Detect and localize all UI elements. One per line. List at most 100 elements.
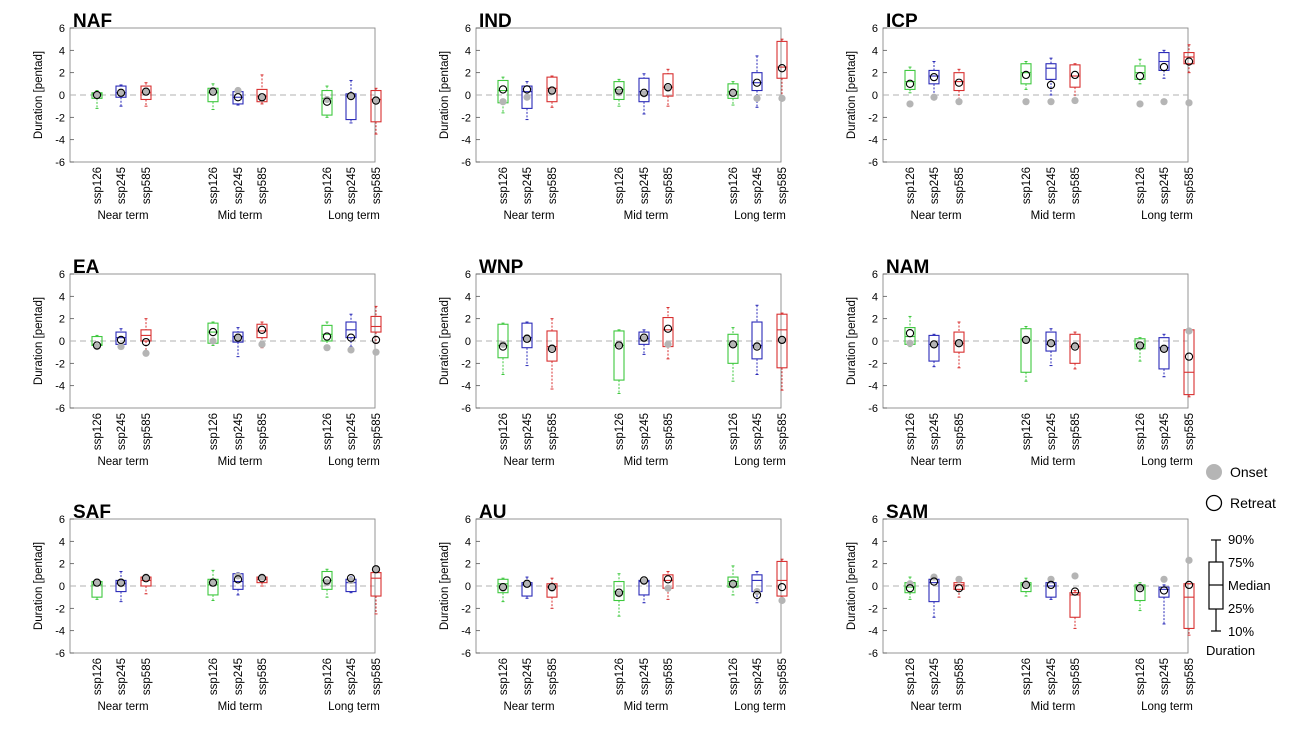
scenario-label: ssp585 [371,413,383,450]
box-ssp245: ssp245 [928,61,941,204]
scenario-label: ssp585 [257,413,269,450]
scenario-label: ssp126 [92,658,104,695]
term-label: Mid term [624,456,669,468]
y-tick-label: -4 [55,135,65,147]
box-ssp245: ssp245 [345,313,358,450]
scenario-label: ssp245 [929,413,941,450]
retreat-marker [92,578,102,587]
box-ssp245: ssp245 [1045,328,1058,450]
box-iqr [953,331,965,353]
onset-marker [234,86,242,95]
retreat-marker [371,335,381,345]
scenario-label: ssp126 [728,413,740,450]
y-tick-label: 2 [59,68,65,80]
y-tick-label: 0 [465,90,471,102]
retreat-marker [1184,57,1194,66]
retreat-marker [1070,342,1080,351]
scenario-label: ssp245 [929,658,941,695]
retreat-marker [905,79,915,88]
y-tick-label: -2 [868,112,878,124]
term-label: Mid term [218,701,263,713]
retreat-marker [346,574,356,583]
y-axis-label: Duration [pentad] [33,542,45,630]
box-ssp126: ssp126 [1020,325,1033,450]
term-label: Near term [910,210,961,222]
box-iqr [521,322,533,349]
box-ssp585: ssp585 [140,573,153,695]
box-ssp245: ssp245 [751,570,764,695]
y-tick-label: 0 [465,336,471,348]
box-iqr [115,85,127,98]
box-iqr [1183,329,1195,396]
onset-marker [1160,345,1168,353]
scenario-label: ssp126 [614,658,626,695]
scenario-label: ssp245 [233,658,245,695]
y-tick-label: 2 [872,314,878,326]
scenario-label: ssp126 [322,658,334,695]
panel-title: WNP [479,257,524,278]
scenario-label: ssp245 [346,413,358,450]
onset-marker [209,337,217,345]
y-tick-label: 2 [872,559,878,571]
retreat-marker [777,582,787,592]
onset-marker [1022,336,1030,344]
y-axis-label: Duration [pentad] [846,542,858,630]
retreat-marker [208,327,218,337]
retreat-marker [728,88,738,97]
y-tick-label: 4 [872,45,878,57]
term-label: Mid term [218,210,263,222]
box-ssp126: ssp126 [321,85,334,204]
scenario-label: ssp245 [1159,167,1171,204]
y-tick-label: 6 [59,269,65,281]
term-label: Mid term [218,456,263,468]
box-ssp245: ssp245 [521,81,534,204]
scenario-label: ssp585 [257,658,269,695]
onset-marker [1047,575,1055,583]
legend: Onset Retreat 90% 75% Median 25% 10% Dur… [1205,464,1276,658]
onset-marker [753,94,761,102]
scenario-label: ssp126 [614,413,626,450]
scenario-label: ssp585 [547,658,559,695]
box-ssp585: ssp585 [662,307,675,450]
scenario-label: ssp126 [208,658,220,695]
scenario-label: ssp245 [752,413,764,450]
box-ssp585: ssp585 [546,75,559,204]
y-tick-label: 6 [872,269,878,281]
onset-marker [1047,339,1055,347]
onset-marker [347,576,355,585]
scenario-label: ssp245 [639,413,651,450]
y-tick-label: -2 [868,358,878,370]
box-ssp126: ssp126 [1134,337,1147,450]
box-iqr [727,83,739,99]
retreat-marker [777,335,787,345]
panel-wnp: WNP 6 4 2 0 -2 -4 -6 Duration [pentad] ssp126 ssp2… [439,257,789,468]
box-iqr [904,69,916,90]
retreat-marker [208,87,218,96]
box-iqr [751,321,763,360]
box-ssp245: ssp245 [1045,575,1058,695]
retreat-marker [639,88,649,97]
scenario-label: ssp585 [663,167,675,204]
retreat-marker [1046,80,1056,90]
box-ssp126: ssp126 [727,327,740,450]
box-ssp245: ssp245 [751,304,764,450]
box-ssp585: ssp585 [1069,572,1082,695]
retreat-marker [116,88,126,97]
box-ssp585: ssp585 [1069,63,1082,204]
y-tick-label: 4 [59,45,65,57]
box-iqr [370,572,382,597]
y-tick-label: 2 [872,68,878,80]
scenario-label: ssp585 [1070,413,1082,450]
legend-p75-label: 75% [1228,555,1254,570]
term-label: Mid term [624,210,669,222]
retreat-marker [322,97,332,106]
retreat-marker [522,334,532,343]
box-ssp585: ssp585 [256,74,269,204]
box-ssp126: ssp126 [207,83,220,204]
box-iqr [1183,583,1195,629]
y-tick-label: 2 [465,314,471,326]
term-label: Long term [1141,210,1193,222]
retreat-marker [954,584,964,593]
retreat-marker [233,93,243,102]
scenario-label: ssp245 [752,167,764,204]
